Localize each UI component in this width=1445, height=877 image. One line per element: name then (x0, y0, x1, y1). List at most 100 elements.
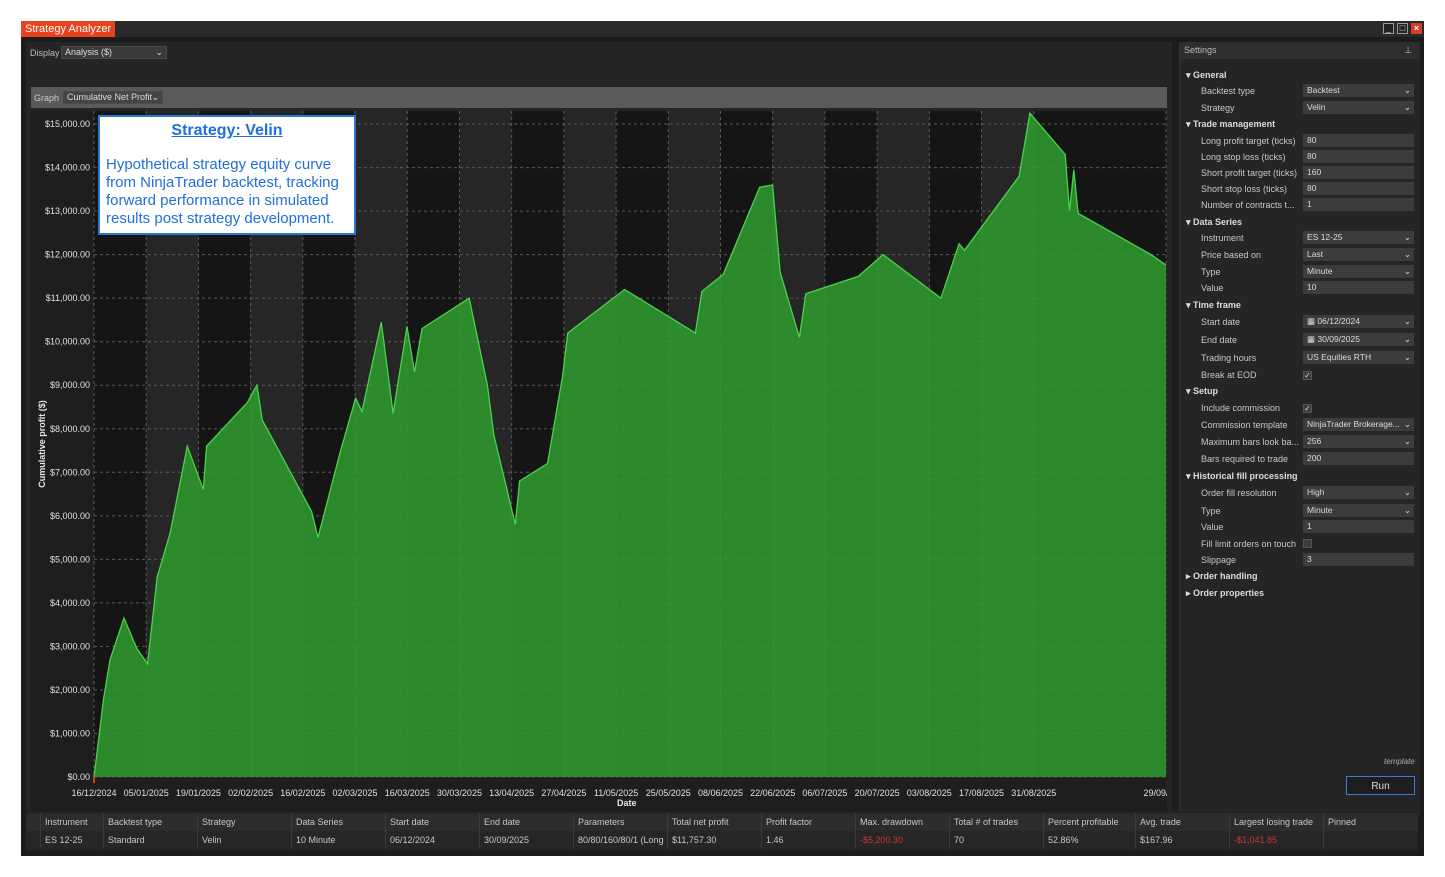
graph-dropdown[interactable]: Cumulative Net Profit ⌄ (63, 91, 163, 104)
break-eod-checkbox[interactable]: ✓ (1303, 371, 1312, 380)
slippage-input[interactable]: 3 (1303, 553, 1414, 566)
table-cell: -$1,041.85 (1229, 831, 1323, 849)
display-dropdown[interactable]: Analysis ($) ⌄ (61, 46, 167, 59)
y-tick-label: $11,000.00 (46, 293, 90, 303)
calendar-icon: ▦ (1307, 316, 1318, 326)
table-row[interactable]: ES 12-25 Standard Velin 10 Minute 06/12/2024… (26, 831, 1418, 849)
y-tick-label: $10,000.00 (45, 337, 90, 347)
x-tick-label: 11/05/2025 (594, 788, 638, 798)
end-date-picker[interactable]: ▦ 30/09/2025 ⌄ (1303, 333, 1414, 346)
short-pt-input[interactable]: 160 (1303, 166, 1414, 179)
table-cell: 52.86% (1043, 831, 1135, 849)
column-header[interactable]: Avg. trade (1135, 813, 1229, 831)
strategy-analyzer-window: Strategy Analyzer _ □ × Display Analysis… (21, 21, 1424, 856)
column-header[interactable]: Instrument (40, 813, 103, 831)
column-header[interactable]: Total # of trades (949, 813, 1043, 831)
fill-res-select[interactable]: High ⌄ (1303, 486, 1414, 499)
chevron-down-icon: ⌄ (1403, 266, 1411, 276)
column-header[interactable]: Percent profitable (1043, 813, 1135, 831)
chart-area: $0.00 $1,000.00 $2,000.00 $3,000.00 $4,000.0… (31, 111, 1189, 817)
chevron-down-icon: ⌄ (1403, 352, 1411, 362)
column-header[interactable]: Largest losing trade (1229, 813, 1323, 831)
ds-value-input[interactable]: 10 (1303, 281, 1414, 294)
column-header[interactable]: Data Series (291, 813, 385, 831)
maximize-icon[interactable]: □ (1397, 23, 1408, 34)
prop-comm-template-label: Commission template (1201, 420, 1288, 430)
display-value: Analysis ($) (65, 47, 113, 57)
window-title: Strategy Analyzer (21, 21, 116, 37)
long-pt-input[interactable]: 80 (1303, 134, 1414, 147)
table-cell: $167.96 (1135, 831, 1229, 849)
instrument-select[interactable]: ES 12-25 ⌄ (1303, 231, 1414, 244)
hf-type-select[interactable]: Minute ⌄ (1303, 504, 1414, 517)
table-cell: 10 Minute (291, 831, 385, 849)
bars-req-input[interactable]: 200 (1303, 452, 1414, 465)
y-tick-label: $0.00 (67, 772, 90, 782)
close-icon[interactable]: × (1411, 23, 1422, 34)
column-header[interactable]: Start date (385, 813, 479, 831)
table-cell: ES 12-25 (40, 831, 103, 849)
section-order-properties[interactable]: ▸ Order properties (1186, 588, 1264, 599)
strategy-select[interactable]: Velin ⌄ (1303, 101, 1414, 114)
annotation-body: Hypothetical strategy equity curve from … (106, 156, 339, 227)
column-header[interactable]: Profit factor (761, 813, 855, 831)
y-tick-label: $3,000.00 (50, 641, 90, 651)
include-comm-checkbox[interactable]: ✓ (1303, 404, 1312, 413)
equity-line (93, 111, 1167, 778)
short-sl-input[interactable]: 80 (1303, 182, 1414, 195)
prop-short-pt-label: Short profit target (ticks) (1201, 168, 1298, 178)
column-header[interactable]: Strategy (197, 813, 291, 831)
results-grid: Instrument Backtest type Strategy Data Seri… (26, 811, 1418, 851)
chevron-down-icon: ⌄ (1403, 249, 1411, 259)
table-cell: 06/12/2024 (385, 831, 479, 849)
backtest-type-select[interactable]: Backtest ⌄ (1303, 84, 1414, 97)
start-date-value: 06/12/2024 (1317, 316, 1360, 326)
instrument-value: ES 12-25 (1307, 232, 1343, 242)
column-header[interactable]: Total net profit (667, 813, 761, 831)
section-trade-management[interactable]: ▾ Trade management (1186, 119, 1275, 130)
x-tick-label: 05/01/2025 (124, 788, 169, 798)
prop-instrument-label: Instrument (1201, 233, 1244, 243)
backtest-type-value: Backtest (1307, 85, 1340, 95)
y-axis-label: Cumulative profit ($) (37, 400, 47, 488)
chevron-down-icon: ⌄ (1403, 436, 1411, 446)
fill-limit-checkbox[interactable] (1303, 539, 1312, 548)
collapse-icon: ▾ (1186, 70, 1194, 80)
section-historical-fill[interactable]: ▾ Historical fill processing (1186, 471, 1298, 482)
run-button[interactable]: Run (1346, 776, 1415, 795)
prop-price-based-label: Price based on (1201, 250, 1262, 260)
column-header[interactable]: End date (479, 813, 573, 831)
price-based-select[interactable]: Last ⌄ (1303, 248, 1414, 261)
section-setup-label: Setup (1193, 386, 1219, 396)
comm-template-select[interactable]: NinjaTrader Brokerage... ⌄ (1303, 418, 1414, 431)
table-cell (1323, 831, 1417, 849)
table-cell: Standard (103, 831, 197, 849)
num-contracts-input[interactable]: 1 (1303, 198, 1414, 211)
max-bars-select[interactable]: 256 ⌄ (1303, 435, 1414, 448)
section-setup[interactable]: ▾ Setup (1186, 386, 1218, 397)
section-order-handling[interactable]: ▸ Order handling (1186, 571, 1258, 582)
long-sl-input[interactable]: 80 (1303, 150, 1414, 163)
y-tick-label: $13,000.00 (45, 206, 90, 216)
column-header[interactable]: Max. drawdown (855, 813, 949, 831)
table-cell: $11,757.30 (667, 831, 761, 849)
column-header[interactable]: Parameters (573, 813, 667, 831)
section-data-series[interactable]: ▾ Data Series (1186, 217, 1242, 228)
price-based-value: Last (1307, 249, 1324, 259)
hf-value-input[interactable]: 1 (1303, 520, 1414, 533)
start-date-picker[interactable]: ▦ 06/12/2024 ⌄ (1303, 315, 1414, 328)
column-header[interactable]: Pinned (1323, 813, 1417, 831)
column-header[interactable]: Backtest type (103, 813, 197, 831)
x-tick-label: 29/09/2025 (1143, 788, 1167, 798)
minimize-icon[interactable]: _ (1383, 23, 1394, 34)
prop-long-sl-label: Long stop loss (ticks) (1201, 152, 1286, 162)
template-link[interactable]: template (1384, 757, 1415, 766)
chevron-down-icon: ⌄ (151, 92, 159, 102)
trading-hours-select[interactable]: US Equities RTH ⌄ (1303, 351, 1414, 364)
section-time-frame[interactable]: ▾ Time frame (1186, 300, 1241, 311)
ds-type-select[interactable]: Minute ⌄ (1303, 265, 1414, 278)
collapse-icon: ▾ (1186, 119, 1194, 129)
pin-icon[interactable]: ⊥ (1404, 45, 1412, 55)
prop-long-pt-label: Long profit target (ticks) (1201, 136, 1296, 146)
section-general[interactable]: ▾ General (1186, 70, 1227, 81)
